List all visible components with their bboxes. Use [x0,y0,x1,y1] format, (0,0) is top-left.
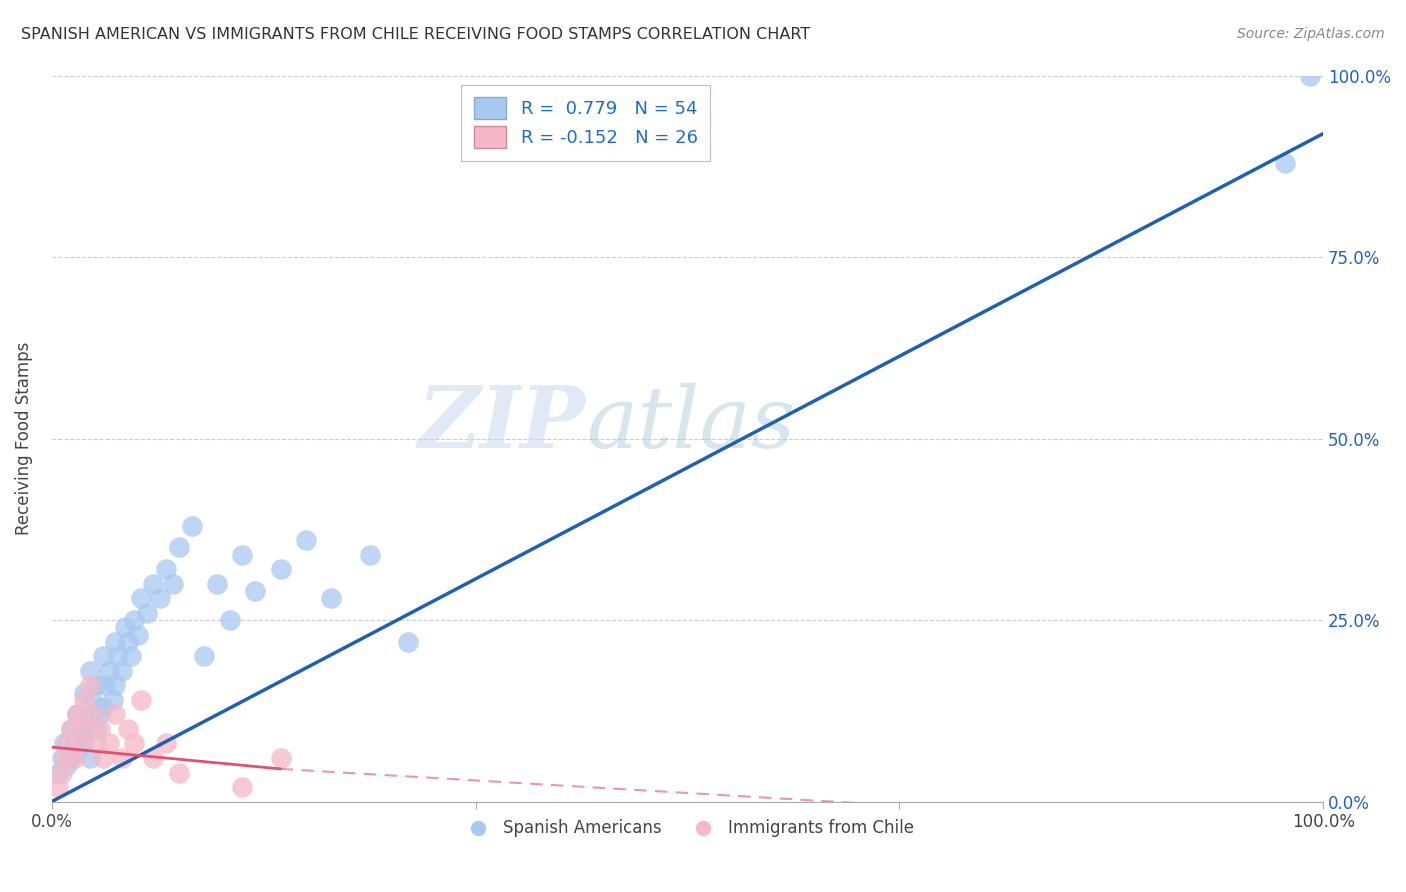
Point [231,780,253,794]
Point [136,606,159,620]
Point [97,664,120,678]
Point [321,591,343,606]
Point [142,751,165,765]
Point [72,737,94,751]
Point [79,707,101,722]
Point [295,533,318,548]
Point [79,678,101,692]
Point [396,635,419,649]
Point [84,737,107,751]
Text: Source: ZipAtlas.com: Source: ZipAtlas.com [1237,27,1385,41]
Point [91,649,114,664]
Point [56,737,79,751]
Point [46,780,69,794]
Point [51,751,73,765]
Point [59,751,82,765]
Point [231,548,253,562]
Point [218,613,240,627]
Point [104,707,127,722]
Point [111,664,134,678]
Point [72,686,94,700]
Point [117,635,139,649]
Point [1274,155,1296,169]
Text: ZIP: ZIP [418,383,586,466]
Point [142,576,165,591]
Point [97,737,120,751]
Point [51,765,73,780]
Point [243,584,266,599]
Point [89,722,111,736]
Point [72,693,94,707]
Point [124,737,146,751]
Point [56,758,79,772]
Point [79,751,101,765]
Point [66,707,89,722]
Y-axis label: Receiving Food Stamps: Receiving Food Stamps [15,342,32,535]
Point [53,751,76,765]
Point [53,737,76,751]
Point [120,649,142,664]
Text: atlas: atlas [586,383,794,466]
Point [129,591,152,606]
Point [79,664,101,678]
Text: SPANISH AMERICAN VS IMMIGRANTS FROM CHILE RECEIVING FOOD STAMPS CORRELATION CHAR: SPANISH AMERICAN VS IMMIGRANTS FROM CHIL… [21,27,810,42]
Point [127,627,149,641]
Point [149,591,172,606]
Point [94,678,117,692]
Point [69,737,91,751]
Point [155,562,177,576]
Point [205,576,228,591]
Point [84,678,107,692]
Point [84,722,107,736]
Point [76,722,98,736]
Point [59,722,82,736]
Point [1299,69,1322,83]
Point [59,722,82,736]
Point [82,707,104,722]
Point [76,722,98,736]
Point [270,562,292,576]
Point [66,707,89,722]
Point [155,737,177,751]
Point [101,693,124,707]
Point [82,693,104,707]
Point [63,751,86,765]
Point [167,541,190,555]
Point [111,751,134,765]
Point [124,613,146,627]
Point [107,649,129,664]
Point [270,751,292,765]
Point [129,693,152,707]
Point [193,649,215,664]
Point [114,620,136,634]
Point [46,765,69,780]
Point [91,751,114,765]
Point [69,729,91,743]
Point [66,744,89,758]
Point [359,548,381,562]
Point [104,678,127,692]
Point [180,518,202,533]
Legend: Spanish Americans, Immigrants from Chile: Spanish Americans, Immigrants from Chile [454,813,921,844]
Point [104,635,127,649]
Point [162,576,184,591]
Point [167,765,190,780]
Point [89,707,111,722]
Point [63,737,86,751]
Point [117,722,139,736]
Point [91,700,114,714]
